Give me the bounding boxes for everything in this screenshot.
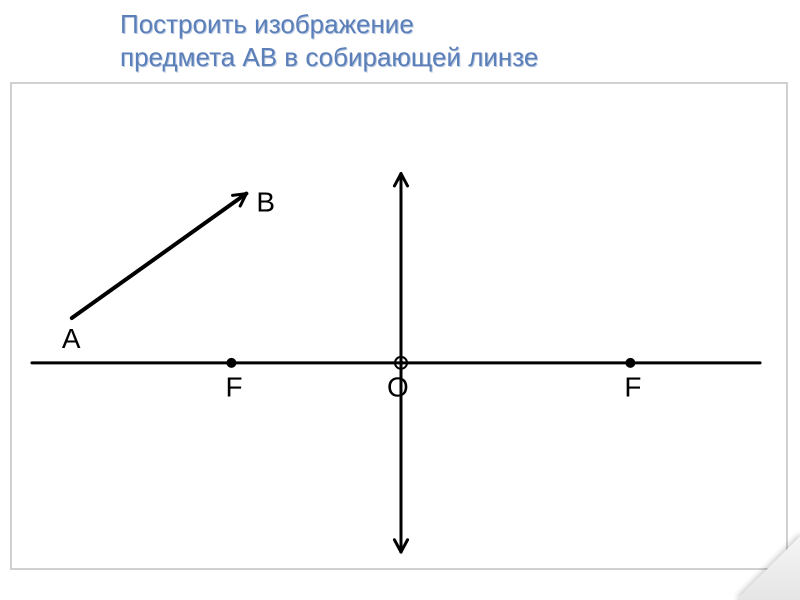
label-F-left: F [225, 372, 242, 403]
slide: Построить изображение предмета АВ в соби… [0, 0, 800, 600]
title-line-2: предмета АВ в собирающей линзе [120, 41, 740, 74]
diagram-frame: O F F A B [10, 82, 788, 570]
label-F-right: F [624, 372, 641, 403]
title-block: Построить изображение предмета АВ в соби… [120, 8, 740, 73]
optics-diagram: O F F A B [12, 84, 786, 568]
title-line-1: Построить изображение [120, 8, 740, 41]
label-A: A [62, 323, 81, 354]
label-O: O [387, 372, 409, 403]
page-curl-decoration [710, 510, 800, 600]
label-B: B [256, 186, 275, 217]
